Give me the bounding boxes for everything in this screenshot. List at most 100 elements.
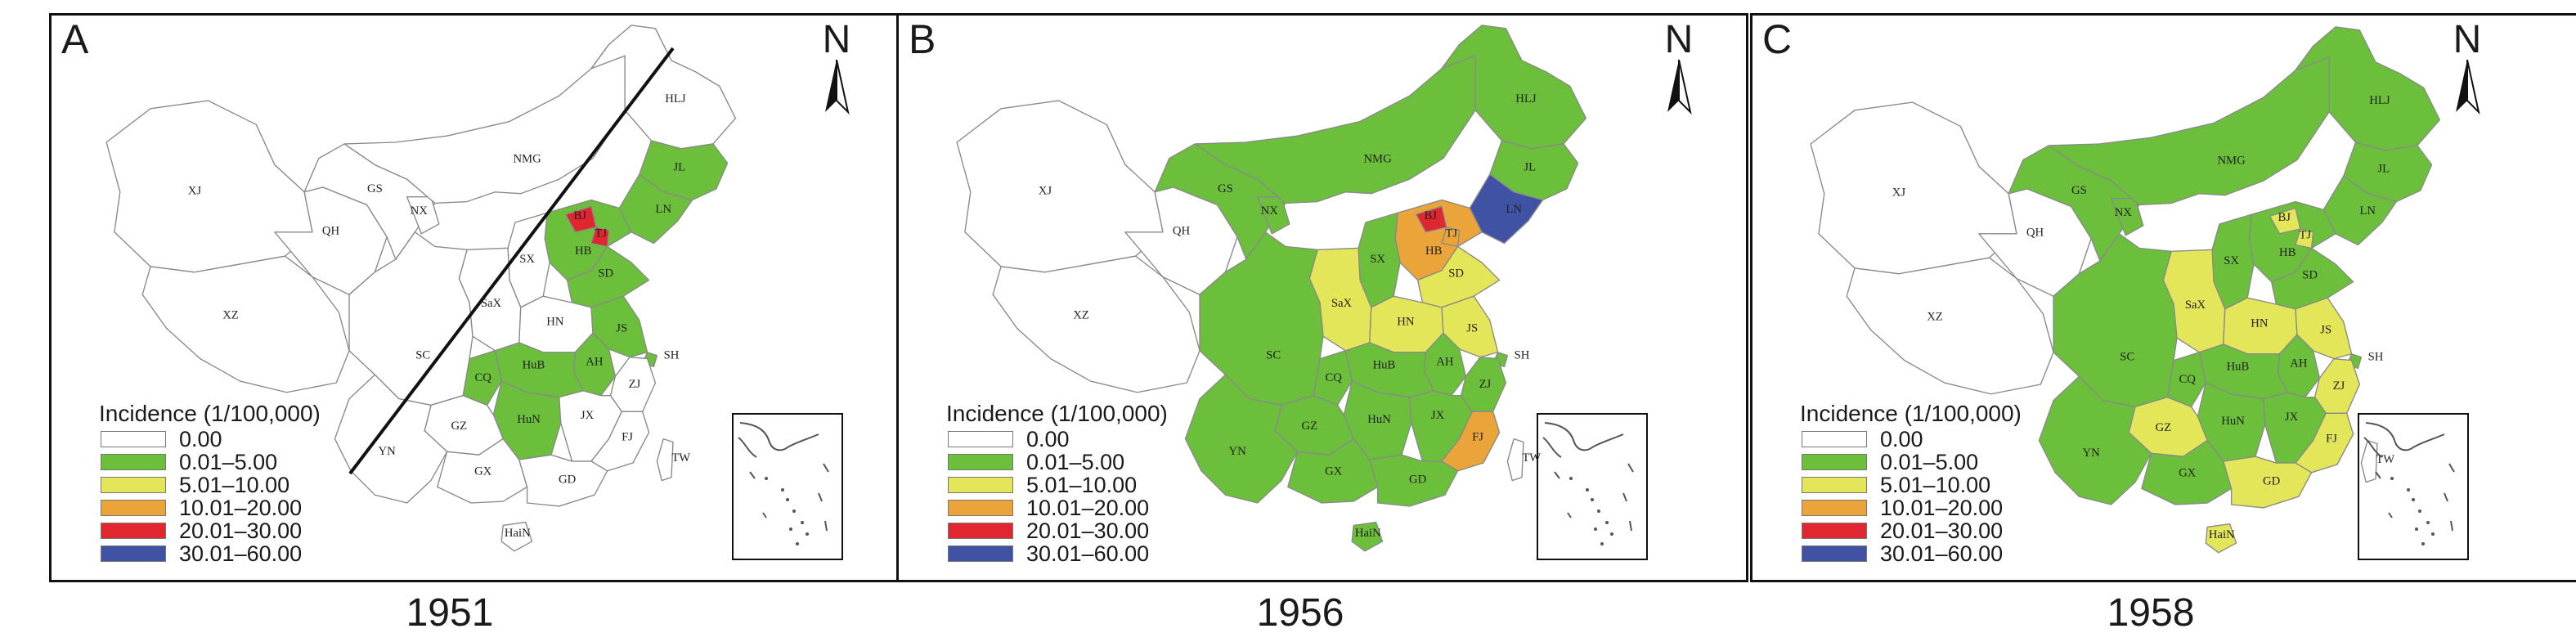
legend-label: 5.01–10.00 [1880, 473, 1991, 497]
legend-swatch [101, 545, 166, 562]
province-label-HN: HN [546, 315, 564, 328]
province-label-HuN: HuN [1367, 413, 1391, 426]
province-NX [2110, 197, 2144, 236]
legend-label: 20.01–30.00 [1026, 519, 1150, 543]
legend-swatch [101, 454, 166, 470]
province-label-SC: SC [2120, 351, 2134, 364]
legend-item: 10.01–20.00 [101, 496, 321, 519]
province-label-FJ: FJ [2326, 433, 2337, 446]
legend-swatch [948, 454, 1013, 470]
year-label-a: 1951 [406, 591, 494, 635]
legend-b: Incidence (1/100,000) 0.00 0.01–5.00 5.0… [946, 400, 1168, 565]
province-XZ [992, 255, 1200, 393]
legend-swatch [101, 477, 166, 493]
province-label-AH: AH [1436, 355, 1454, 368]
province-NMG [1194, 43, 1476, 204]
north-label: N [2453, 18, 2482, 61]
legend-item: 0.00 [948, 428, 1168, 451]
legend-c: Incidence (1/100,000) 0.00 0.01–5.00 5.0… [1800, 400, 2022, 565]
province-label-FJ: FJ [1472, 431, 1483, 444]
province-label-QH: QH [2026, 227, 2044, 240]
province-label-JX: JX [2285, 411, 2299, 424]
province-label-SX: SX [1370, 253, 1385, 266]
legend-swatch [1802, 545, 1867, 562]
province-HaiN [2205, 523, 2237, 554]
province-label-TJ: TJ [595, 227, 607, 240]
legend-label: 0.00 [1026, 427, 1070, 451]
panel-label-a: A [61, 16, 89, 62]
province-label-TJ: TJ [1445, 227, 1457, 240]
legend-swatch [948, 431, 1013, 447]
north-arrow-icon: N [2443, 20, 2492, 121]
province-label-YN: YN [2082, 447, 2100, 460]
province-label-ZJ: ZJ [1479, 378, 1492, 391]
province-label-QH: QH [322, 225, 340, 238]
province-SC [2053, 233, 2178, 408]
legend-label: 0.00 [179, 427, 222, 451]
province-label-SD: SD [598, 267, 613, 281]
legend-item: 10.01–20.00 [948, 496, 1168, 519]
legend-label: 20.01–30.00 [1880, 519, 2004, 543]
province-FJ [2295, 412, 2354, 474]
legend-item: 20.01–30.00 [101, 519, 321, 542]
legend-swatch [948, 477, 1013, 493]
province-XZ [141, 255, 350, 393]
legend-item: 5.01–10.00 [1802, 474, 2022, 496]
province-label-YN: YN [1228, 445, 1246, 458]
province-FJ [1441, 411, 1501, 472]
province-label-SaX: SaX [481, 297, 502, 310]
legend-item: 30.01–60.00 [1802, 542, 2022, 565]
province-NX [1256, 195, 1290, 235]
legend-label: 20.01–30.00 [179, 519, 303, 543]
province-YN [2038, 375, 2152, 505]
province-label-AH: AH [2290, 357, 2308, 370]
province-label-TW: TW [1522, 451, 1541, 465]
province-label-JL: JL [2377, 162, 2390, 175]
province-label-HuB: HuB [523, 358, 545, 371]
legend-item: 5.01–10.00 [101, 474, 321, 496]
legend-item: 0.00 [1802, 428, 2022, 451]
province-label-JL: JL [673, 160, 685, 173]
province-NX [406, 195, 440, 235]
legend-a: Incidence (1/100,000) 0.00 0.01–5.00 5.0… [99, 400, 321, 565]
province-label-SC: SC [415, 349, 430, 362]
province-label-HLJ: HLJ [1515, 92, 1537, 106]
province-label-JX: JX [581, 409, 595, 422]
province-label-GD: GD [1409, 474, 1427, 487]
province-HaiN [500, 521, 533, 552]
map-svg-b: XJ XZ QH GS NX NMG HLJ JL LN HB BJ TJ SX SaX SD HN JS AH S… [956, 25, 1587, 552]
province-label-SD: SD [2302, 269, 2318, 282]
legend-label: 0.01–5.00 [1880, 450, 1979, 474]
legend-label: 30.01–60.00 [1026, 541, 1150, 566]
province-HLJ [1441, 25, 1587, 150]
province-label-XZ: XZ [1927, 311, 1943, 324]
province-label-LN: LN [1506, 203, 1522, 216]
legend-item: 20.01–30.00 [1802, 519, 2022, 542]
province-NMG [2048, 45, 2330, 206]
province-SC [1199, 231, 1324, 406]
province-label-SH: SH [664, 349, 680, 362]
legend-swatch [948, 545, 1013, 562]
province-HaiN [1351, 521, 1384, 552]
map-panel-b: XJ XZ QH GS NX NMG HLJ JL LN HB BJ TJ SX SaX SD HN JS AH S… [896, 13, 1748, 582]
province-YN [1184, 374, 1299, 504]
province-HLJ [590, 25, 737, 150]
south-china-sea-inset [1537, 413, 1648, 560]
province-label-JS: JS [2320, 323, 2331, 336]
province-label-HB: HB [2279, 246, 2296, 259]
map-panel-a: XJ XZ QH GS NX NMG HLJ JL LN HB BJ TJ SX SaX SD HN JS AH S… [49, 13, 901, 582]
legend-label: 5.01–10.00 [1026, 473, 1138, 497]
province-label-AH: AH [586, 355, 604, 368]
province-label-JL: JL [1524, 160, 1536, 173]
legend-item: 10.01–20.00 [1802, 496, 2022, 519]
legend-item: 30.01–60.00 [948, 542, 1168, 565]
province-label-GD: GD [559, 474, 577, 487]
panel-label-b: B [909, 16, 936, 62]
province-label-ZJ: ZJ [629, 378, 641, 391]
province-label-CQ: CQ [2179, 373, 2196, 386]
legend-label: 10.01–20.00 [1880, 496, 2004, 520]
province-label-NMG: NMG [513, 153, 541, 166]
year-label-c: 1958 [2107, 591, 2195, 635]
province-label-NX: NX [411, 204, 429, 218]
province-label-NMG: NMG [2217, 155, 2246, 168]
